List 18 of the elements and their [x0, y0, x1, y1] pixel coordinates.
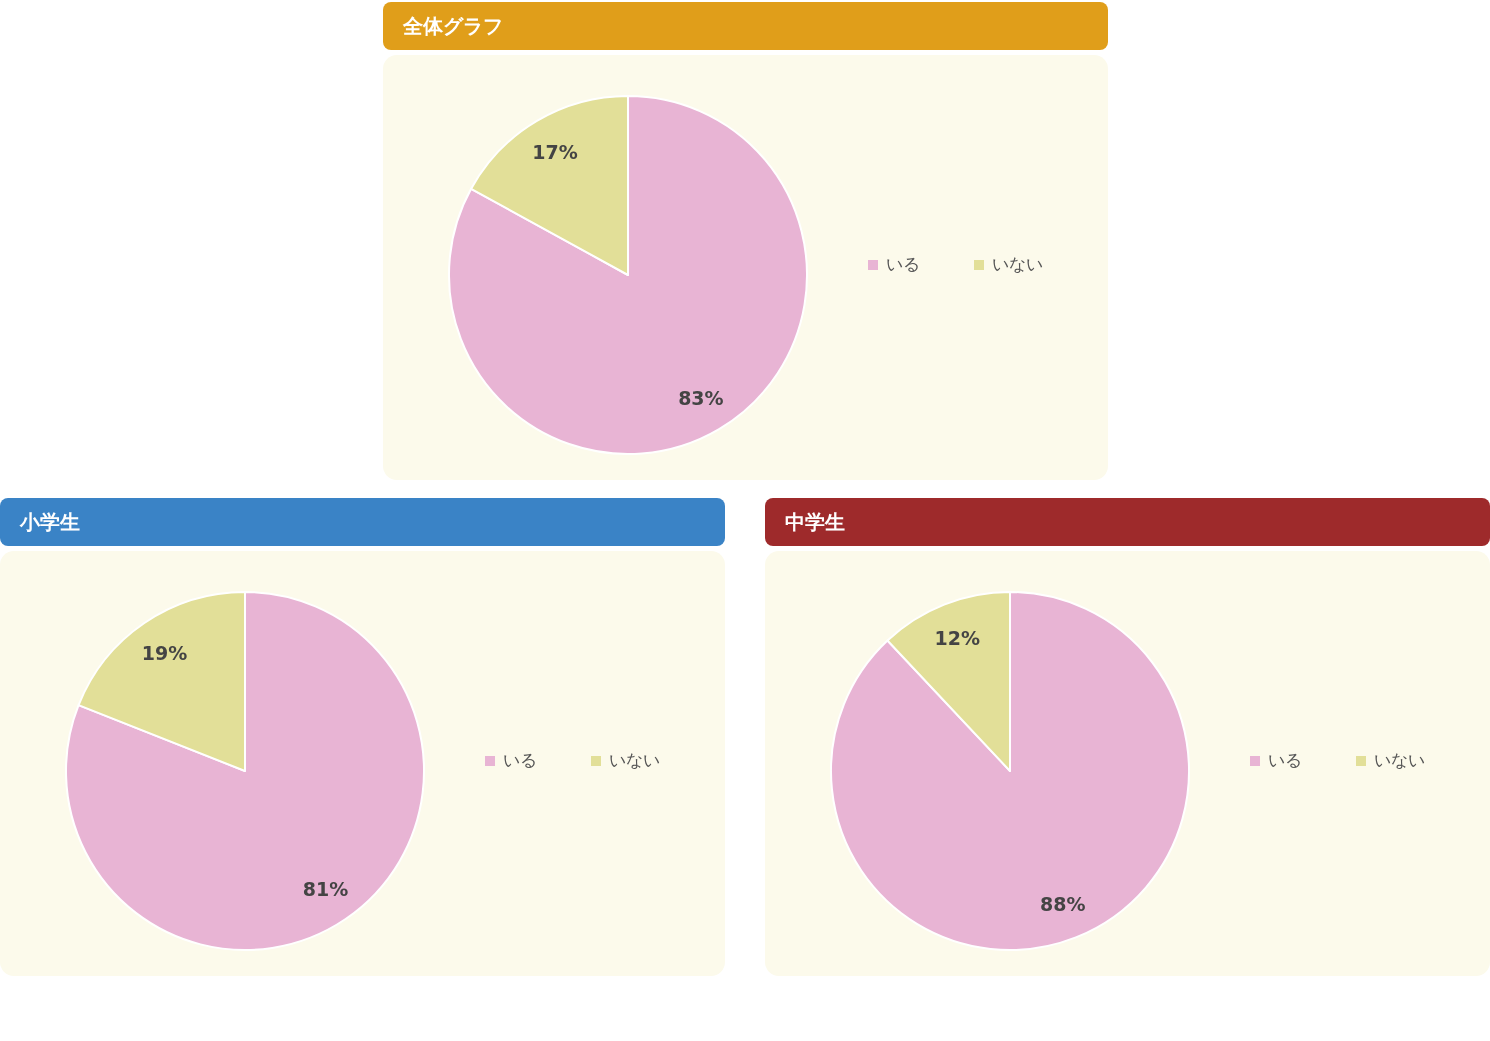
legend-label: いない [609, 750, 660, 770]
legend-label: いる [886, 254, 920, 274]
pie-slice [448, 95, 808, 455]
chart-title: 小学生 [19, 510, 80, 534]
legend-label: いない [992, 254, 1043, 274]
chart-title: 全体グラフ [402, 14, 503, 38]
pie-slice [830, 591, 1190, 951]
data-label: 88% [1039, 893, 1086, 916]
legend-label: いる [1268, 750, 1302, 770]
legend-label: いない [1374, 750, 1425, 770]
chart-title: 中学生 [785, 510, 845, 534]
data-label: 12% [934, 626, 981, 649]
legend-label: いる [503, 750, 537, 770]
data-label: 83% [678, 387, 724, 410]
pie-slice [65, 591, 425, 951]
data-label: 19% [141, 641, 188, 664]
data-label: 17% [532, 140, 578, 163]
data-label: 81% [302, 878, 349, 901]
